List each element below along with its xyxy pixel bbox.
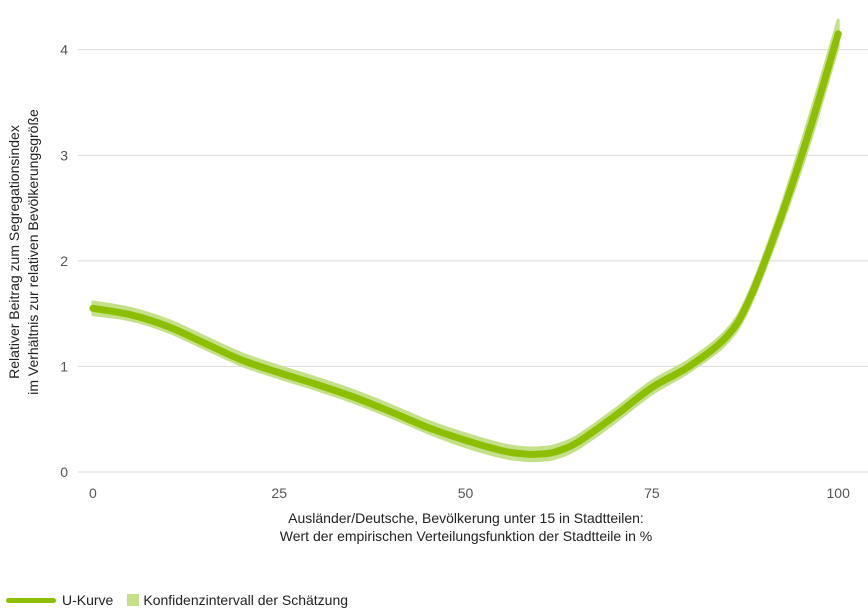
- x-tick-label-25: 25: [271, 485, 287, 501]
- x-tick-labels: 0 25 50 75 100: [89, 485, 850, 501]
- y-axis-label-line1: Relativer Beitrag zum Segregationsindex: [6, 125, 22, 379]
- x-axis-label-line1: Ausländer/Deutsche, Bevölkerung unter 15…: [288, 510, 644, 526]
- u-curve-series: [89, 30, 842, 458]
- x-tick-label-75: 75: [644, 485, 660, 501]
- x-tick-label-0: 0: [89, 485, 97, 501]
- x-tick-label-100: 100: [827, 485, 851, 501]
- y-tick-label-2: 2: [60, 253, 68, 269]
- confidence-band: [91, 18, 840, 463]
- legend: U-Kurve Konfidenzintervall der Schätzung: [6, 592, 348, 608]
- y-tick-labels: 0 1 2 3 4: [60, 42, 68, 480]
- y-tick-label-1: 1: [60, 358, 68, 374]
- x-axis-label-line2: Wert der empirischen Verteilungsfunktion…: [280, 528, 653, 544]
- y-tick-label-3: 3: [60, 147, 68, 163]
- legend-band-swatch: [127, 594, 140, 606]
- x-tick-label-50: 50: [458, 485, 474, 501]
- confidence-band-area: [91, 18, 840, 463]
- y-tick-label-0: 0: [60, 464, 68, 480]
- y-axis-label-line2: im Verhältnis zur relativen Bevölkerungs…: [25, 109, 41, 395]
- gridlines: [78, 49, 868, 473]
- y-tick-label-4: 4: [60, 42, 68, 58]
- chart-area: 0 1 2 3 4 0 25 50 75 100 Ausländer/Deutsche, Bev…: [6, 18, 868, 544]
- legend-curve-label: U-Kurve: [62, 592, 114, 608]
- u-curve-line: [89, 30, 842, 458]
- legend-line-swatch: [6, 597, 56, 603]
- legend-band-label: Konfidenzintervall der Schätzung: [143, 592, 349, 608]
